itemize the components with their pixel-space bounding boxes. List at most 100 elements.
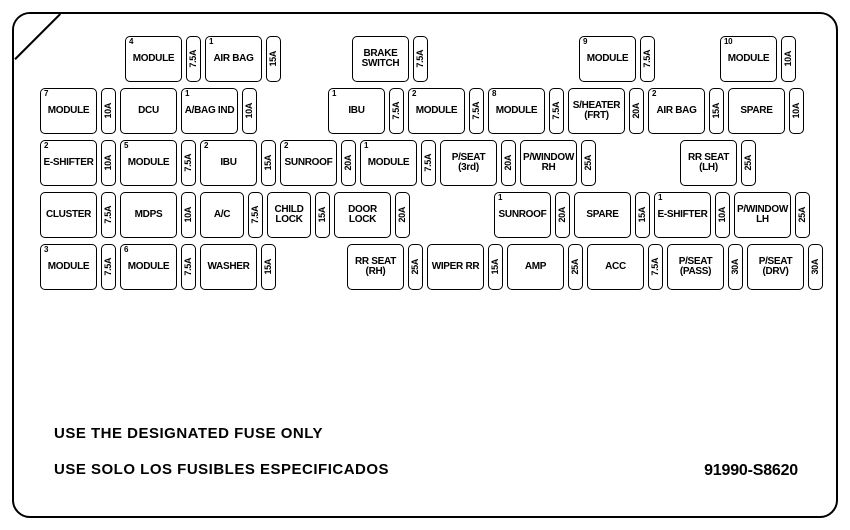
fuse-cell-number: 4 [129, 38, 133, 46]
fuse-amp: 10A [101, 140, 116, 186]
fuse-cell-number: 2 [204, 142, 208, 150]
fuse-amp-value: 7.5A [392, 102, 401, 120]
fuse-cell-label: MODULE [48, 262, 90, 273]
fuse-row: CLUSTER7.5AMDPS10AA/C7.5ACHILDLOCK15ADOO… [26, 192, 828, 238]
fuse-panel: 4MODULE7.5A1AIR BAG15ABRAKESWITCH7.5A9MO… [12, 12, 838, 518]
fuse-cell: 2AIR BAG [648, 88, 705, 134]
fuse-amp-value: 10A [718, 207, 727, 223]
fuse-cell-label: MODULE [368, 158, 410, 169]
fuse-amp-value: 15A [491, 259, 500, 275]
fuse-cell-number: 9 [583, 38, 587, 46]
fuse-cell: 1MODULE [360, 140, 417, 186]
footer-text: USE THE DESIGNATED FUSE ONLY USE SOLO LO… [54, 416, 389, 488]
fuse-cell-number: 2 [44, 142, 48, 150]
fuse-amp: 15A [709, 88, 724, 134]
fuse-amp-value: 10A [104, 155, 113, 171]
fuse-cell-label: DOORLOCK [348, 205, 377, 226]
fuse-cell: CHILDLOCK [267, 192, 311, 238]
fuse-amp: 15A [261, 140, 276, 186]
fuse-amp: 20A [555, 192, 570, 238]
fuse-amp: 30A [808, 244, 823, 290]
fuse-amp-value: 7.5A [104, 258, 113, 276]
fuse-amp-value: 20A [398, 207, 407, 223]
fuse-cell: 8MODULE [488, 88, 545, 134]
footer-line-1: USE THE DESIGNATED FUSE ONLY [54, 416, 389, 452]
fuse-amp-value: 7.5A [251, 206, 260, 224]
fuse-cell-label: MODULE [48, 106, 90, 117]
fuse-amp-value: 10A [184, 207, 193, 223]
fuse-cell: 5MODULE [120, 140, 177, 186]
fuse-amp-value: 25A [411, 259, 420, 275]
fuse-cell: 2 E-SHIFTER [40, 140, 97, 186]
grid-gap [432, 36, 508, 82]
fuse-amp: 7.5A [186, 36, 201, 82]
fuse-amp: 25A [741, 140, 756, 186]
fuse-cell-label: MODULE [128, 158, 170, 169]
fuse-cell-label: MODULE [587, 54, 629, 65]
fuse-amp-value: 7.5A [416, 50, 425, 68]
fuse-amp-value: 25A [584, 155, 593, 171]
fuse-cell: P/WINDOWLH [734, 192, 791, 238]
fuse-cell: 2IBU [200, 140, 257, 186]
fuse-amp: 10A [789, 88, 804, 134]
fuse-cell-label: E-SHIFTER [657, 210, 707, 221]
fuse-cell: 10MODULE [720, 36, 777, 82]
fuse-amp-value: 20A [558, 207, 567, 223]
grid-gap [26, 140, 36, 186]
fuse-amp: 10A [715, 192, 730, 238]
fuse-cell-label: MODULE [133, 54, 175, 65]
fuse-amp-value: 7.5A [472, 102, 481, 120]
grid-gap [26, 88, 36, 134]
fuse-cell-label: BRAKESWITCH [362, 49, 400, 70]
fuse-cell-number: 2 [412, 90, 416, 98]
fuse-amp: 10A [181, 192, 196, 238]
part-number: 91990-S8620 [704, 462, 798, 480]
fuse-amp-value: 10A [245, 103, 254, 119]
fuse-cell-number: 1 [498, 194, 502, 202]
fuse-amp-value: 30A [731, 259, 740, 275]
fuse-cell: A/C [200, 192, 244, 238]
fuse-cell: DOORLOCK [334, 192, 391, 238]
fuse-amp-value: 25A [571, 259, 580, 275]
fuse-amp: 20A [341, 140, 356, 186]
fuse-cell: 1A/BAG IND [181, 88, 238, 134]
fuse-amp-value: 7.5A [424, 154, 433, 172]
fuse-amp: 25A [795, 192, 810, 238]
fuse-amp-value: 7.5A [189, 50, 198, 68]
fuse-cell-label: MDPS [135, 210, 163, 221]
fuse-amp: 7.5A [248, 192, 263, 238]
fuse-cell: 1 SUNROOF [494, 192, 551, 238]
fuse-cell-label: E-SHIFTER [43, 158, 93, 169]
grid-gap [280, 244, 343, 290]
fuse-cell-label: SUNROOF [499, 210, 547, 221]
fuse-cell: RR SEAT(LH) [680, 140, 737, 186]
fuse-cell: SPARE [728, 88, 785, 134]
fuse-cell-label: ACC [605, 262, 626, 273]
fuse-amp-value: 7.5A [104, 206, 113, 224]
fuse-cell-label: P/WINDOWLH [737, 205, 788, 226]
fuse-amp-value: 25A [744, 155, 753, 171]
grid-gap [512, 36, 575, 82]
fuse-cell-number: 10 [724, 38, 732, 46]
fuse-row: 4MODULE7.5A1AIR BAG15ABRAKESWITCH7.5A9MO… [26, 36, 828, 82]
fuse-amp: 7.5A [389, 88, 404, 134]
fuse-amp: 7.5A [549, 88, 564, 134]
fuse-cell: BRAKESWITCH [352, 36, 409, 82]
grid-gap [600, 140, 676, 186]
fuse-cell-label: S/HEATER(FRT) [573, 101, 620, 122]
grid-gap [414, 192, 490, 238]
fuse-cell-number: 3 [44, 246, 48, 254]
fuse-amp: 7.5A [181, 140, 196, 186]
fuse-cell-label: P/WINDOWRH [523, 153, 574, 174]
fuse-amp: 20A [395, 192, 410, 238]
fuse-cell-label: MODULE [496, 106, 538, 117]
fuse-amp: 15A [315, 192, 330, 238]
fuse-cell-label: SPARE [586, 210, 618, 221]
fuse-amp: 15A [635, 192, 650, 238]
fuse-amp-value: 15A [712, 103, 721, 119]
fuse-cell-label: MODULE [416, 106, 458, 117]
fuse-amp-value: 15A [264, 155, 273, 171]
fuse-cell-label: P/SEAT(DRV) [759, 257, 793, 278]
fuse-amp: 7.5A [648, 244, 663, 290]
fuse-amp-value: 25A [798, 207, 807, 223]
